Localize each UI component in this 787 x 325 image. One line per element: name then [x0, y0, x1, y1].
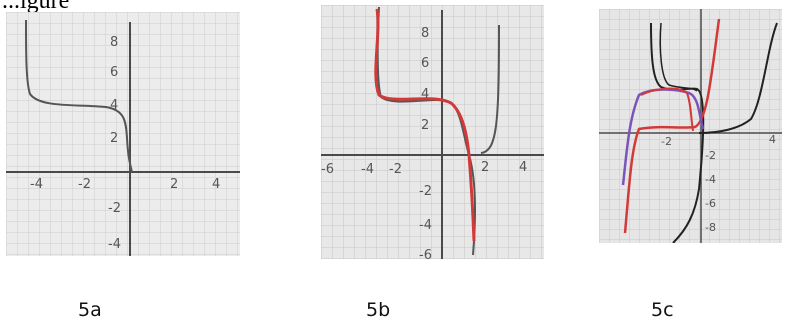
caption-5c: 5c — [651, 299, 674, 321]
x-tick-label: -4 — [30, 177, 43, 192]
graph-5c: -2 4 -2 -4 -6 -8 — [599, 9, 782, 243]
x-tick-label: -4 — [361, 162, 374, 177]
red-curve-5c — [623, 18, 721, 234]
y-tick-label: 8 — [421, 26, 429, 41]
x-tick-label: 2 — [170, 177, 178, 192]
y-tick-label: 2 — [421, 118, 429, 133]
y-tick-label: -2 — [419, 184, 432, 199]
x-tick-label: 4 — [212, 177, 220, 192]
graph-5a: -4 -2 2 4 8 6 4 2 -2 -4 — [6, 12, 240, 256]
graph-photo-5c: -2 4 -2 -4 -6 -8 — [599, 9, 782, 243]
y-tick-label: 4 — [110, 98, 118, 113]
x-tick-label: 4 — [519, 160, 527, 175]
y-tick-label: 4 — [421, 87, 429, 102]
pencil-curve-right-5b — [480, 24, 500, 154]
y-tick-label: -2 — [108, 201, 121, 216]
x-tick-label: 2 — [481, 160, 489, 175]
y-tick-label: -4 — [705, 173, 716, 186]
page-title-fragment: ...igure — [2, 0, 70, 14]
red-curve-5b — [374, 8, 476, 242]
x-tick-label: -2 — [78, 177, 91, 192]
y-tick-label: -6 — [419, 248, 432, 259]
graph-photo-5b: -6 -4 -2 2 4 8 6 4 2 -2 -4 -6 — [321, 5, 544, 259]
graph-5b: -6 -4 -2 2 4 8 6 4 2 -2 -4 -6 — [321, 5, 544, 259]
black-curve-outer-5c — [650, 22, 705, 243]
caption-5a: 5a — [78, 299, 102, 321]
y-tick-label: -4 — [108, 237, 121, 252]
y-tick-label: 6 — [110, 65, 118, 80]
black-curve-right-5c — [698, 22, 778, 134]
curve-5a — [25, 19, 133, 173]
y-tick-label: -8 — [705, 221, 716, 234]
y-tick-label: -2 — [705, 149, 716, 162]
red-curve-left-5c — [640, 87, 694, 132]
x-tick-label: -2 — [389, 162, 402, 177]
black-curve-inner-5c — [659, 22, 698, 92]
x-tick-label: 4 — [769, 133, 776, 146]
y-tick-label: -6 — [705, 197, 716, 210]
y-tick-label: -4 — [419, 218, 432, 233]
x-tick-label: -6 — [321, 162, 334, 177]
graph-photo-5a: -4 -2 2 4 8 6 4 2 -2 -4 — [6, 12, 240, 256]
y-tick-label: 2 — [110, 131, 118, 146]
caption-5b: 5b — [366, 299, 391, 321]
x-tick-label: -2 — [661, 135, 672, 148]
y-tick-label: 6 — [421, 56, 429, 71]
y-tick-label: 8 — [110, 35, 118, 50]
